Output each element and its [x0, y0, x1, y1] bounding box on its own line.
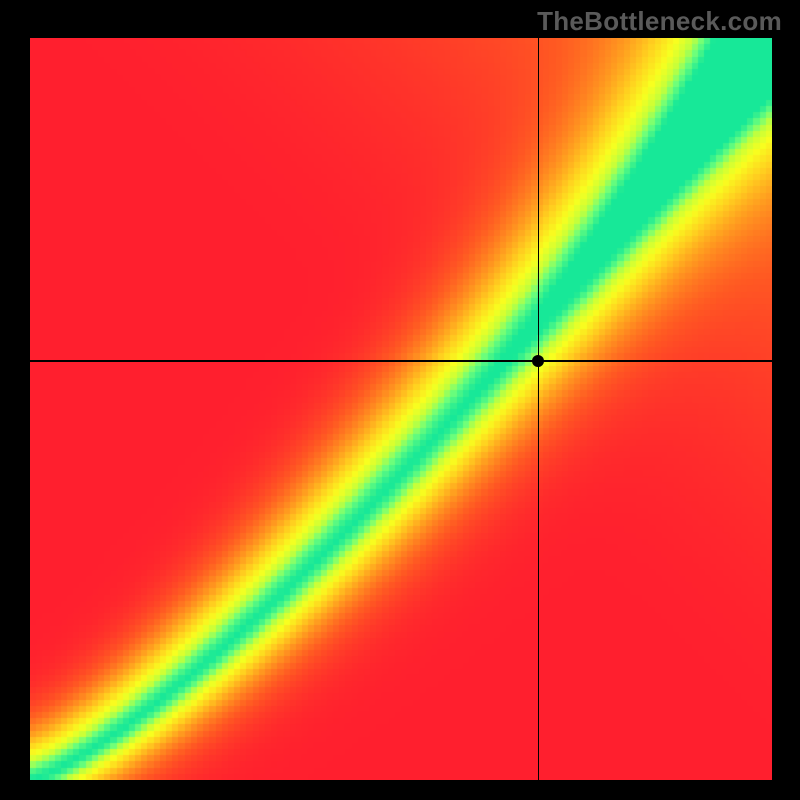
selection-marker: [532, 355, 544, 367]
chart-container: TheBottleneck.com: [0, 0, 800, 800]
crosshair-vertical: [538, 38, 540, 780]
watermark-text: TheBottleneck.com: [537, 6, 782, 37]
crosshair-horizontal: [30, 360, 772, 362]
bottleneck-heatmap: [30, 38, 772, 780]
